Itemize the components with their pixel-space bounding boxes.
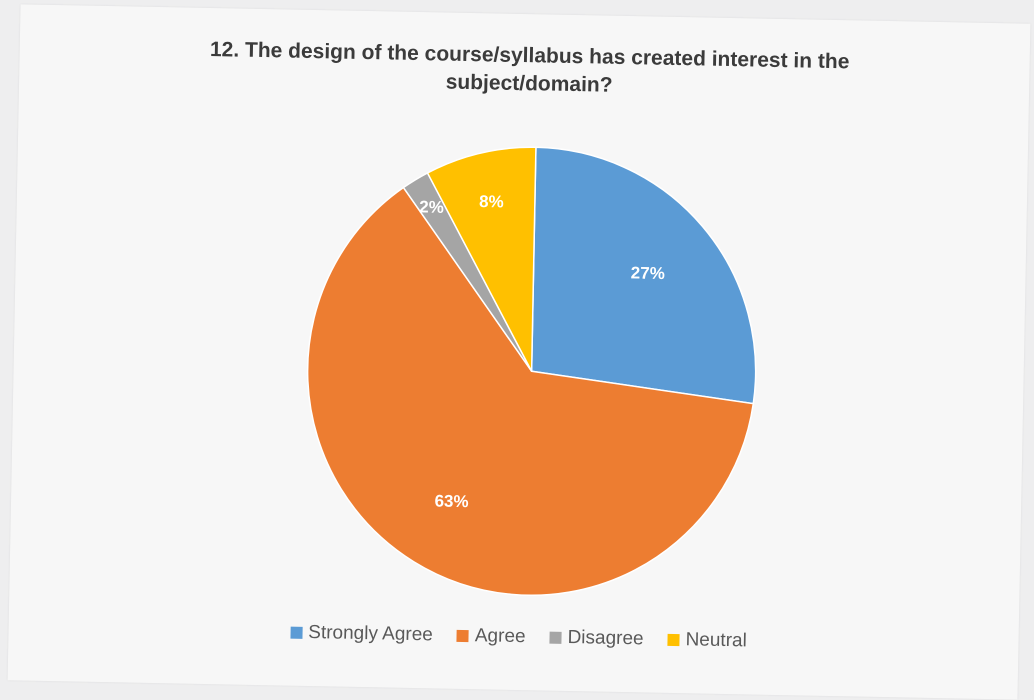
legend-label: Agree [474, 625, 526, 648]
legend-label: Strongly Agree [308, 622, 434, 646]
legend-item-strongly-agree: Strongly Agree [290, 622, 433, 647]
legend-swatch-strongly-agree [290, 626, 303, 639]
legend-swatch-disagree [549, 631, 562, 644]
legend-swatch-neutral [667, 633, 680, 647]
legend-item-disagree: Disagree [549, 626, 644, 651]
data-label-disagree: 2% [419, 197, 444, 216]
legend-item-agree: Agree [456, 625, 526, 648]
data-label-agree: 63% [434, 492, 468, 512]
data-label-strongly-agree: 27% [631, 263, 665, 283]
chart-card: 12. The design of the course/syllabus ha… [7, 4, 1031, 700]
pie-slice-agree [306, 186, 755, 596]
legend-swatch-agree [456, 629, 469, 643]
pie-chart: 27% 63% 2% 8% [306, 146, 757, 596]
data-label-neutral: 8% [479, 192, 504, 211]
legend-item-neutral: Neutral [667, 629, 747, 653]
pie-slice-strongly-agree [530, 146, 757, 405]
pie-slice-neutral [426, 146, 537, 372]
legend-label: Neutral [685, 629, 748, 652]
legend-label: Disagree [567, 626, 644, 650]
